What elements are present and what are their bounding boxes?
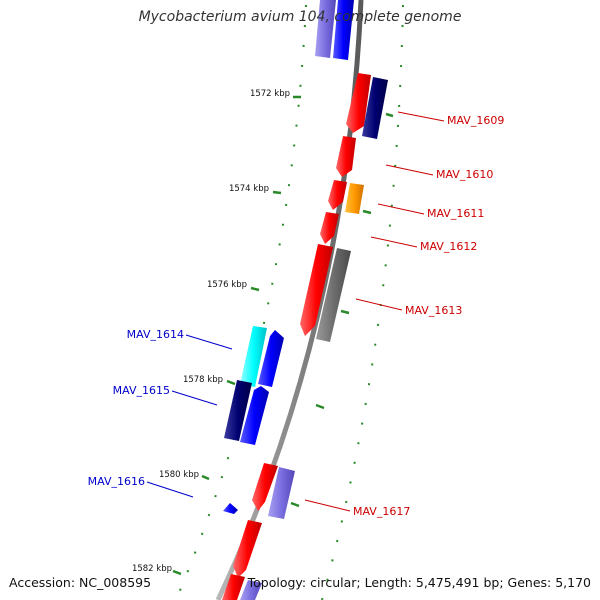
tick-mark — [385, 112, 394, 118]
tick-mark — [272, 190, 282, 195]
gene-arrow-forward — [300, 244, 333, 336]
gene-arrow-reverse — [224, 380, 252, 441]
accession-text: Accession: NC_008595 — [9, 575, 152, 590]
gene-arrow-forward — [252, 463, 278, 511]
gene-label-mav-1616: MAV_1616 — [88, 475, 145, 488]
leader-line — [146, 481, 194, 498]
gene-arrow-forward — [320, 212, 339, 244]
tick-mark — [340, 309, 350, 315]
tick-label: 1580 kbp — [159, 470, 199, 480]
genome-summary-text: Topology: circular; Length: 5,475,491 bp… — [247, 575, 591, 590]
gene-arrow-reverse — [268, 467, 295, 519]
tick-mark — [201, 474, 210, 481]
gene-arrow-reverse — [258, 330, 284, 387]
gene-label-mav-1617: MAV_1617 — [353, 505, 410, 518]
gene-arrow-reverse — [240, 386, 269, 445]
gene-label-mav-1610: MAV_1610 — [436, 168, 493, 181]
gene-label-mav-1612: MAV_1612 — [420, 240, 477, 253]
gene-label-mav-1611: MAV_1611 — [427, 207, 484, 220]
tick-mark — [250, 286, 260, 292]
tick-label: 1576 kbp — [207, 280, 247, 290]
map-title: Mycobacterium avium 104, complete genome — [138, 9, 462, 25]
gene-arrow-forward — [336, 136, 356, 177]
leader-line — [370, 236, 418, 248]
gene-arrow-reverse — [240, 580, 262, 600]
gene-arrow-forward — [222, 574, 245, 600]
leader-line — [377, 203, 425, 215]
gene-arrow-reverse — [333, 0, 354, 60]
gene-leader-lines — [146, 111, 445, 512]
gene-arrow-reverse — [362, 77, 388, 139]
leader-line — [171, 390, 218, 406]
tick-mark — [226, 379, 236, 386]
tick-marks — [172, 95, 394, 576]
tick-label: 1578 kbp — [183, 375, 223, 385]
gene-arrow-reverse — [223, 503, 238, 514]
tick-mark — [290, 501, 300, 508]
gene-arrow-forward — [346, 73, 371, 133]
tick-mark — [362, 209, 372, 215]
gene-arrow-forward — [316, 248, 351, 342]
gene-arrow-forward — [233, 520, 262, 578]
gene-arrow-forward — [345, 183, 364, 214]
tick-label: 1582 kbp — [132, 564, 172, 574]
gene-label-mav-1614: MAV_1614 — [127, 328, 184, 341]
gene-arrow-forward — [328, 180, 347, 210]
tick-labels: 1572 kbp 1574 kbp 1576 kbp 1578 kbp 1580… — [132, 89, 290, 574]
leader-line — [355, 298, 403, 311]
gene-label-mav-1613: MAV_1613 — [405, 304, 462, 317]
leader-line — [185, 334, 233, 350]
tick-mark — [315, 403, 325, 410]
tick-label: 1572 kbp — [250, 89, 290, 99]
gene-labels: MAV_1609 MAV_1610 MAV_1611 MAV_1612 MAV_… — [88, 114, 505, 518]
leader-line — [385, 164, 434, 176]
gene-label-mav-1609: MAV_1609 — [447, 114, 504, 127]
gene-arrow-reverse — [315, 0, 336, 58]
leader-line — [304, 499, 351, 512]
gene-arrow-reverse — [240, 326, 267, 387]
tick-label: 1574 kbp — [229, 184, 269, 194]
gene-arrows — [222, 0, 388, 600]
leader-line — [397, 111, 445, 122]
tick-mark — [172, 569, 182, 576]
gene-label-mav-1615: MAV_1615 — [113, 384, 170, 397]
